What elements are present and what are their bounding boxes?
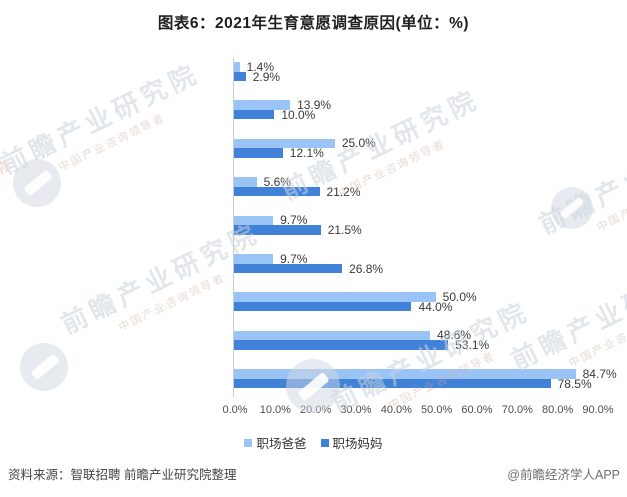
x-tick-1: 10.0%: [259, 404, 291, 416]
x-tick-7: 70.0%: [501, 404, 533, 416]
value-label-s1-c2: 12.1%: [289, 146, 324, 161]
value-label-s1-c3: 21.2%: [326, 184, 361, 199]
bar-s0-c1: [234, 100, 291, 110]
value-label-s0-c5: 9.7%: [280, 251, 308, 266]
value-label-s1-c1: 10.0%: [281, 107, 316, 122]
x-tick-9: 90.0%: [582, 404, 614, 416]
value-label-s0-c2: 25.0%: [341, 136, 376, 151]
bar-s1-c8: [234, 378, 551, 389]
credit-text: @前瞻经济学人APP: [507, 468, 620, 482]
bar-s1-c2: [234, 148, 283, 158]
y-axis-line: [233, 57, 234, 397]
x-tick-5: 50.0%: [421, 404, 453, 416]
x-tick-3: 30.0%: [340, 404, 372, 416]
legend-marker-mom-icon: [320, 438, 329, 447]
legend: 职场爸爸 职场妈妈: [0, 433, 627, 452]
legend-label-dad: 职场爸爸: [256, 437, 307, 451]
bar-s1-c1: [234, 109, 275, 120]
bar-s0-c0: [234, 62, 240, 72]
legend-item-mom: 职场妈妈: [320, 433, 383, 452]
bar-s1-c4: [234, 225, 321, 235]
source-text: 资料来源：智联招聘 前瞻产业研究院整理: [8, 468, 237, 482]
value-label-s0-c7: 48.6%: [437, 328, 472, 343]
value-label-s1-c7: 53.1%: [455, 338, 490, 353]
x-tick-4: 40.0%: [380, 404, 412, 416]
value-label-s1-c5: 26.8%: [349, 261, 384, 276]
bar-s1-c6: [234, 301, 412, 312]
value-label-s0-c3: 5.6%: [263, 174, 291, 189]
legend-label-mom: 职场妈妈: [332, 437, 383, 451]
x-tick-8: 80.0%: [542, 404, 574, 416]
bar-s0-c4: [234, 215, 274, 226]
bar-s1-c7: [234, 340, 449, 350]
value-label-s1-c6: 44.0%: [418, 299, 453, 314]
x-tick-6: 60.0%: [461, 404, 493, 416]
value-label-s0-c8: 84.7%: [582, 366, 617, 381]
bar-s0-c7: [234, 330, 431, 341]
value-label-s1-c0: 2.9%: [252, 69, 281, 84]
bar-s0-c2: [234, 138, 335, 149]
value-label-s0-c0: 1.4%: [246, 59, 274, 74]
bar-s0-c5: [234, 254, 274, 264]
bar-s0-c3: [234, 177, 257, 187]
bar-s0-c6: [234, 292, 436, 302]
value-label-s0-c4: 9.7%: [280, 213, 308, 228]
bar-s1-c5: [234, 263, 343, 273]
x-tick-0: 0.0%: [222, 404, 248, 416]
legend-marker-dad-icon: [244, 438, 253, 447]
chart-title: 图表6：2021年生育意愿调查原因(单位：%): [157, 15, 470, 32]
bar-s0-c8: [234, 369, 576, 379]
bar-s1-c3: [234, 186, 320, 197]
value-label-s1-c4: 21.5%: [327, 223, 362, 238]
bar-s1-c0: [234, 71, 246, 81]
legend-item-dad: 职场爸爸: [244, 433, 307, 452]
value-label-s0-c1: 13.9%: [297, 97, 332, 112]
value-label-s0-c6: 50.0%: [442, 289, 477, 304]
value-label-s1-c8: 78.5%: [557, 376, 592, 391]
